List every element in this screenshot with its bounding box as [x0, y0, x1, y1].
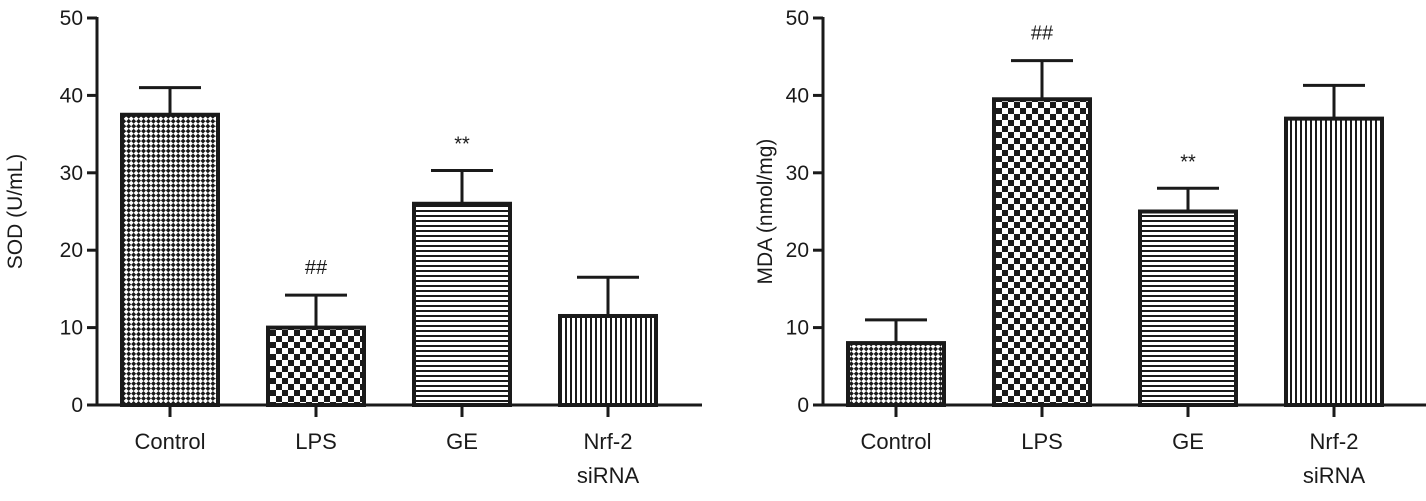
significance-marker: ## — [1031, 23, 1054, 45]
x-tick-label: LPS — [1021, 429, 1063, 454]
x-tick-label: Control — [135, 429, 206, 454]
x-tick-label: Nrf-2 siRNA — [1303, 429, 1366, 488]
y-tick-label: 0 — [797, 394, 809, 417]
bar-ge — [1138, 209, 1238, 407]
bar-lps — [266, 325, 366, 408]
chart-panel-mda: 0 10 20 30 40 50 MDA (nmol/mg) Control LPS ## GE **… — [754, 7, 1426, 488]
y-tick-label: 30 — [60, 162, 83, 185]
x-tick-label: LPS — [295, 429, 337, 454]
y-tick-label: 0 — [71, 394, 83, 417]
chart-panel-sod: 0 10 20 30 40 50 SOD (U/mL) Control LPS ## GE ** Nrf… — [4, 7, 702, 488]
bar-nrf-2-sirna — [558, 313, 658, 407]
y-tick-label: 10 — [786, 317, 809, 340]
y-axis-label: SOD (U/mL) — [4, 154, 27, 270]
significance-marker: ## — [305, 257, 328, 279]
bar-lps — [992, 97, 1092, 408]
x-tick-label: GE — [446, 429, 478, 454]
x-tick-label: GE — [1172, 429, 1204, 454]
significance-marker: ** — [1180, 151, 1196, 173]
y-tick-label: 50 — [786, 7, 809, 30]
bar-control — [120, 112, 220, 407]
y-tick-label: 10 — [60, 317, 83, 340]
y-tick-label: 40 — [786, 84, 809, 107]
x-tick-label: Control — [861, 429, 932, 454]
significance-marker: ** — [454, 133, 470, 155]
y-tick-label: 40 — [60, 84, 83, 107]
bar-control — [846, 341, 946, 407]
bar-ge — [412, 201, 512, 407]
y-tick-label: 20 — [786, 239, 809, 262]
y-axis-label: MDA (nmol/mg) — [754, 139, 777, 285]
bar-nrf-2-sirna — [1284, 116, 1384, 408]
y-tick-label: 50 — [60, 7, 83, 30]
x-tick-label: Nrf-2 siRNA — [577, 429, 640, 488]
y-tick-label: 20 — [60, 239, 83, 262]
y-tick-label: 30 — [786, 162, 809, 185]
